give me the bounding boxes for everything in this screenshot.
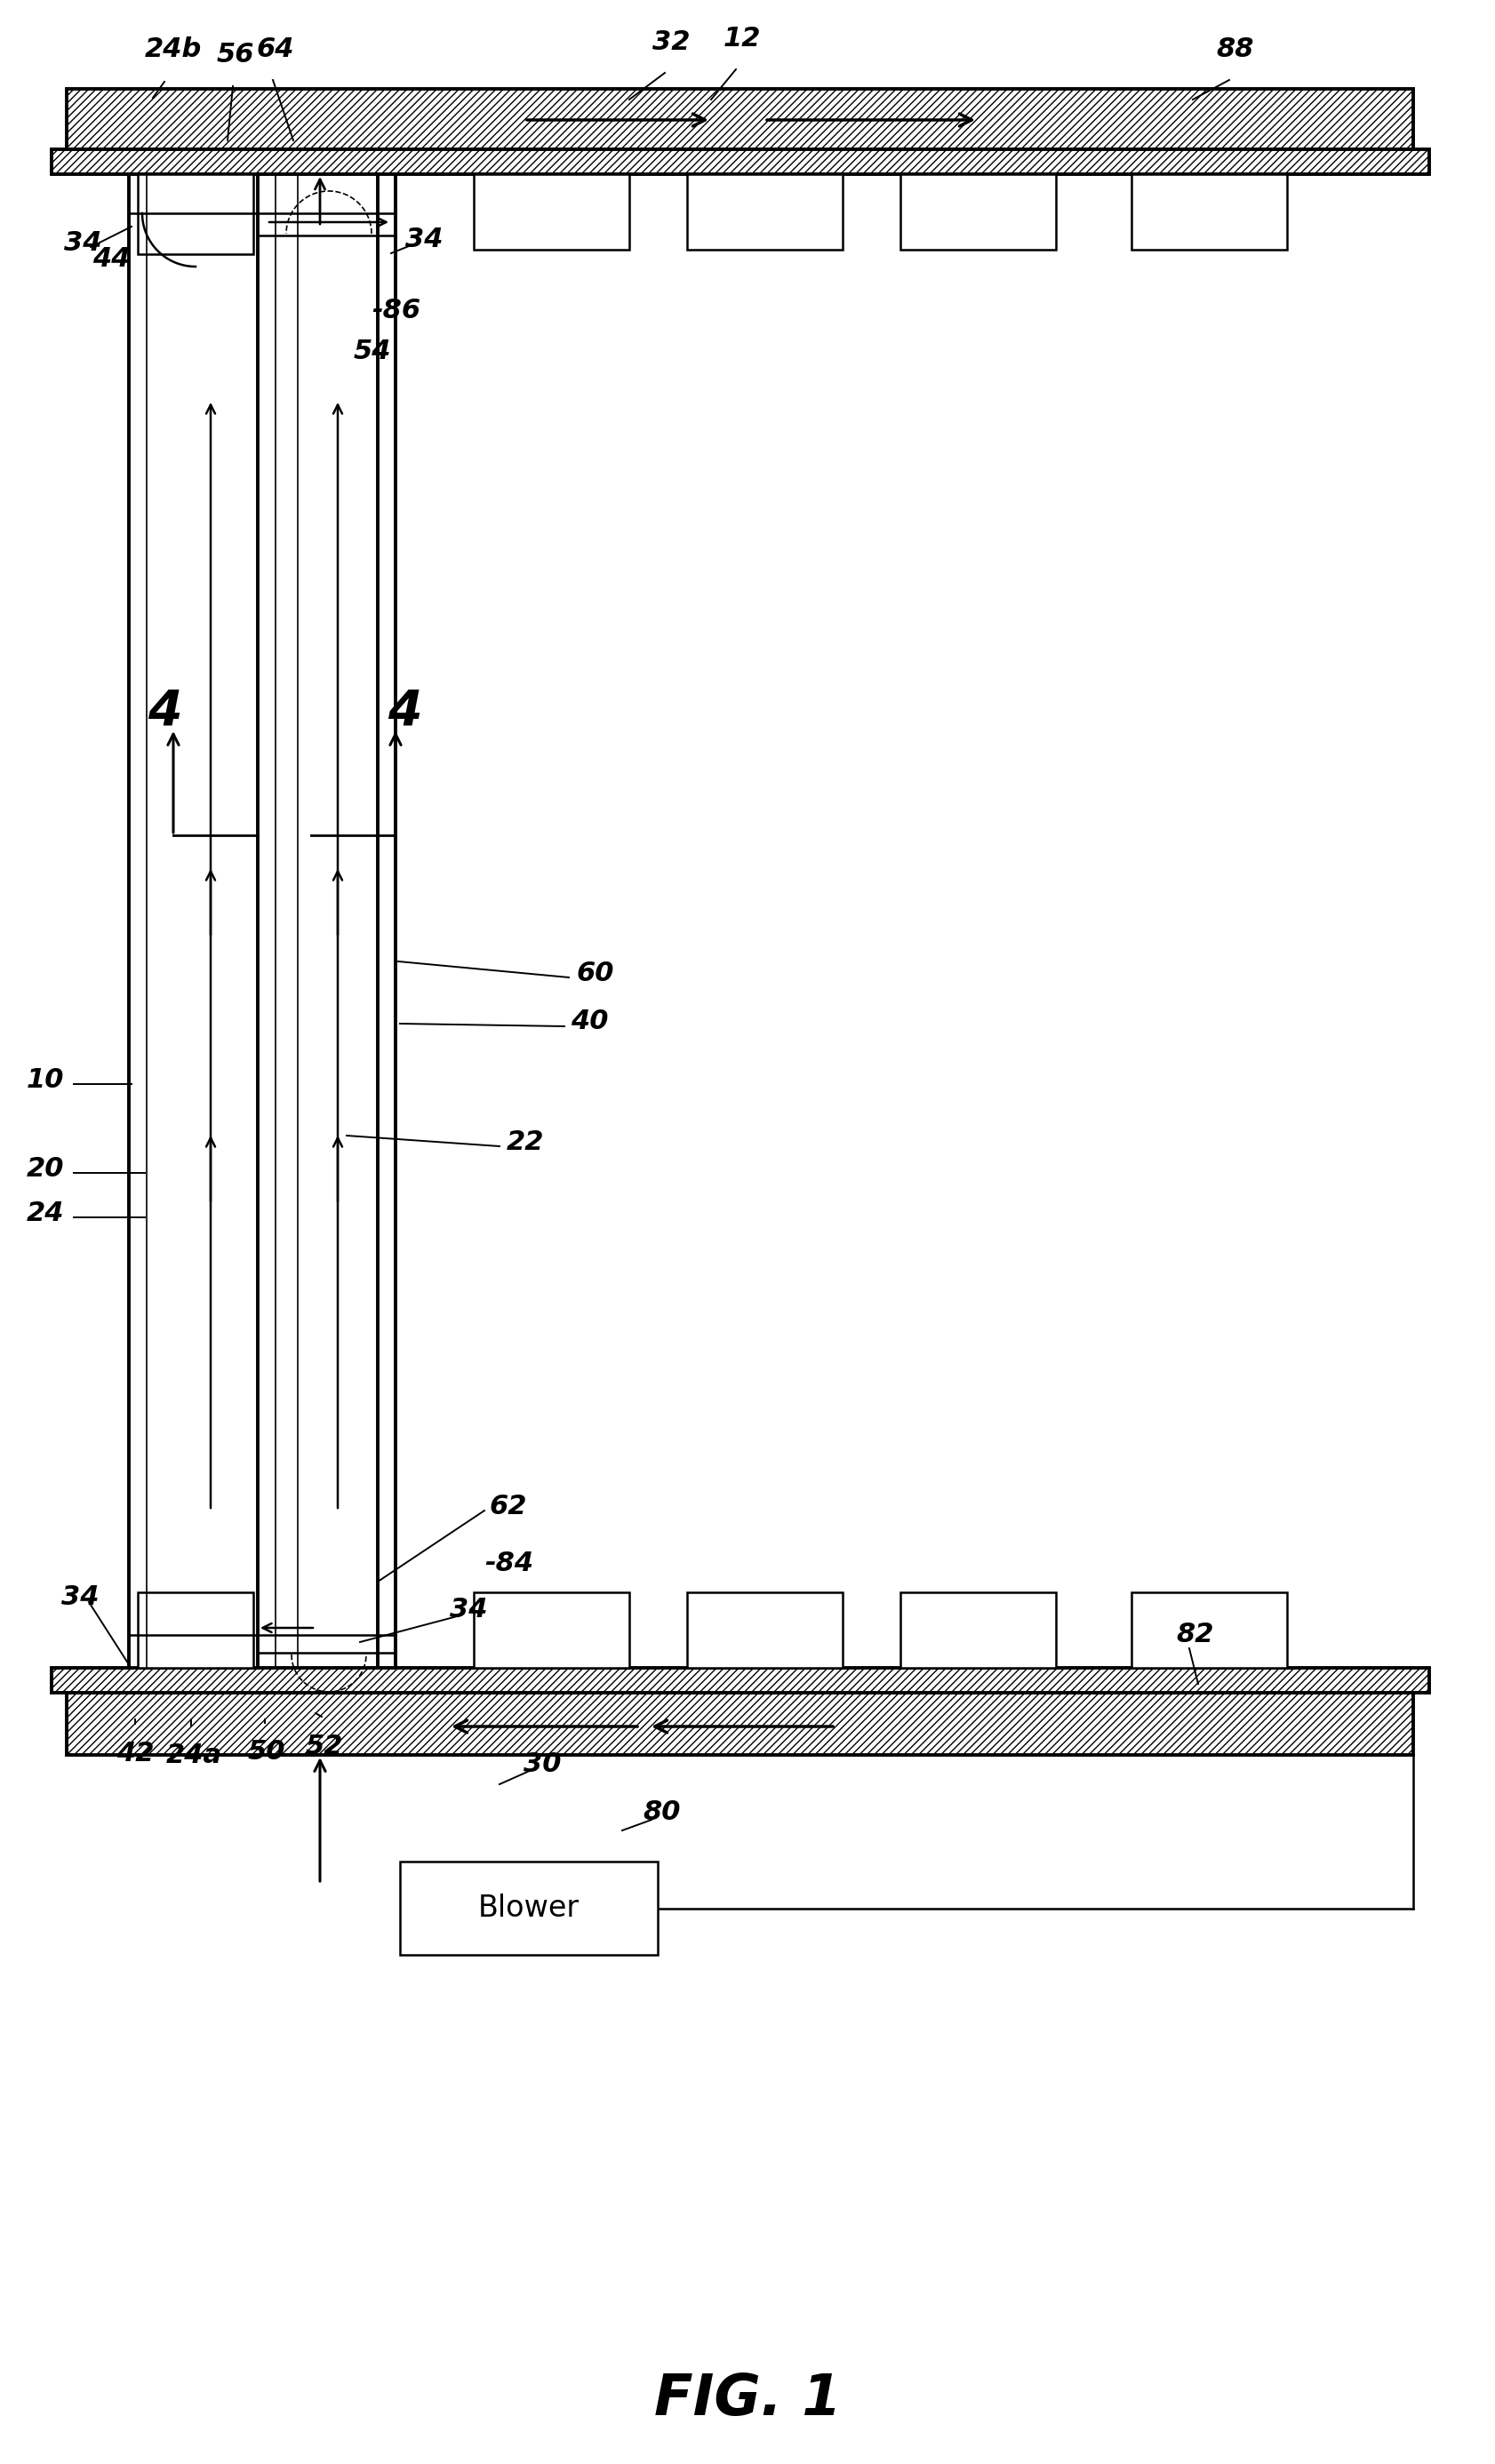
Text: 62: 62 [489,1493,526,1518]
Bar [1132,1592,1287,1607]
Bar [1132,1592,1145,1668]
Bar [138,1592,253,1668]
Bar [51,150,1429,175]
Text: 50: 50 [248,1740,286,1764]
Bar [900,1592,915,1668]
Text: 80: 80 [643,1799,682,1826]
Bar [51,1668,1429,1693]
Text: 22: 22 [507,1129,544,1156]
Text: 34: 34 [61,1584,99,1611]
Text: 40: 40 [571,1008,608,1035]
Bar [138,1592,253,1607]
Bar [1272,175,1287,249]
Bar [1132,175,1145,249]
Text: Blower: Blower [478,1892,580,1922]
Bar [401,1860,658,1954]
Text: 34: 34 [405,227,443,254]
Bar [1132,175,1287,187]
Text: 82: 82 [1177,1621,1214,1648]
Bar [1132,1592,1287,1668]
Text: 24b: 24b [145,37,202,62]
Bar [474,1592,629,1607]
Bar [138,1592,152,1668]
Bar [900,1592,1055,1607]
Bar [239,1592,253,1668]
Bar [688,1592,843,1607]
Bar [138,175,253,254]
Bar [614,175,629,249]
Text: 60: 60 [576,961,614,986]
Bar [688,175,843,249]
Bar [614,1592,629,1668]
Bar [67,89,1413,150]
Bar [1042,1592,1055,1668]
Text: 24: 24 [27,1200,64,1225]
Text: 10: 10 [27,1067,64,1092]
Bar [1042,175,1055,249]
Bar [474,175,487,249]
Bar [51,150,1429,175]
Text: 32: 32 [652,30,691,57]
Text: 34: 34 [450,1597,487,1624]
Text: 30: 30 [523,1752,561,1777]
Bar [474,175,629,249]
Bar [688,1592,701,1668]
Bar [828,175,843,249]
Text: 88: 88 [1217,37,1254,62]
Text: 44: 44 [93,246,130,274]
Bar [900,175,1055,249]
Bar [474,175,629,187]
Bar [138,175,253,187]
Bar [828,1592,843,1668]
Bar [1132,175,1287,249]
Bar [67,1693,1413,1754]
Text: 24a: 24a [166,1742,221,1767]
Text: 12: 12 [724,25,761,52]
Bar [900,175,915,249]
Bar [474,1592,487,1668]
Text: 4: 4 [148,687,181,734]
Bar [688,175,701,249]
Text: 34: 34 [64,229,102,256]
Bar [1272,1592,1287,1668]
Text: 4: 4 [387,687,422,734]
Text: 54: 54 [354,338,392,365]
Bar [688,175,843,187]
Bar [474,1592,629,1668]
Bar [900,1592,1055,1668]
Bar [239,175,253,254]
Text: 56: 56 [217,42,254,69]
Text: -86: -86 [372,298,420,323]
Bar [67,1693,1413,1754]
Text: FIG. 1: FIG. 1 [653,2370,842,2427]
Text: 20: 20 [27,1156,64,1180]
Text: 52: 52 [305,1732,344,1759]
Bar [138,175,152,254]
Bar [67,89,1413,150]
Text: 42: 42 [117,1740,154,1767]
Text: -84: -84 [484,1550,534,1577]
Bar [688,1592,843,1668]
Text: 64: 64 [257,37,295,62]
Bar [51,1668,1429,1693]
Bar [900,175,1055,187]
